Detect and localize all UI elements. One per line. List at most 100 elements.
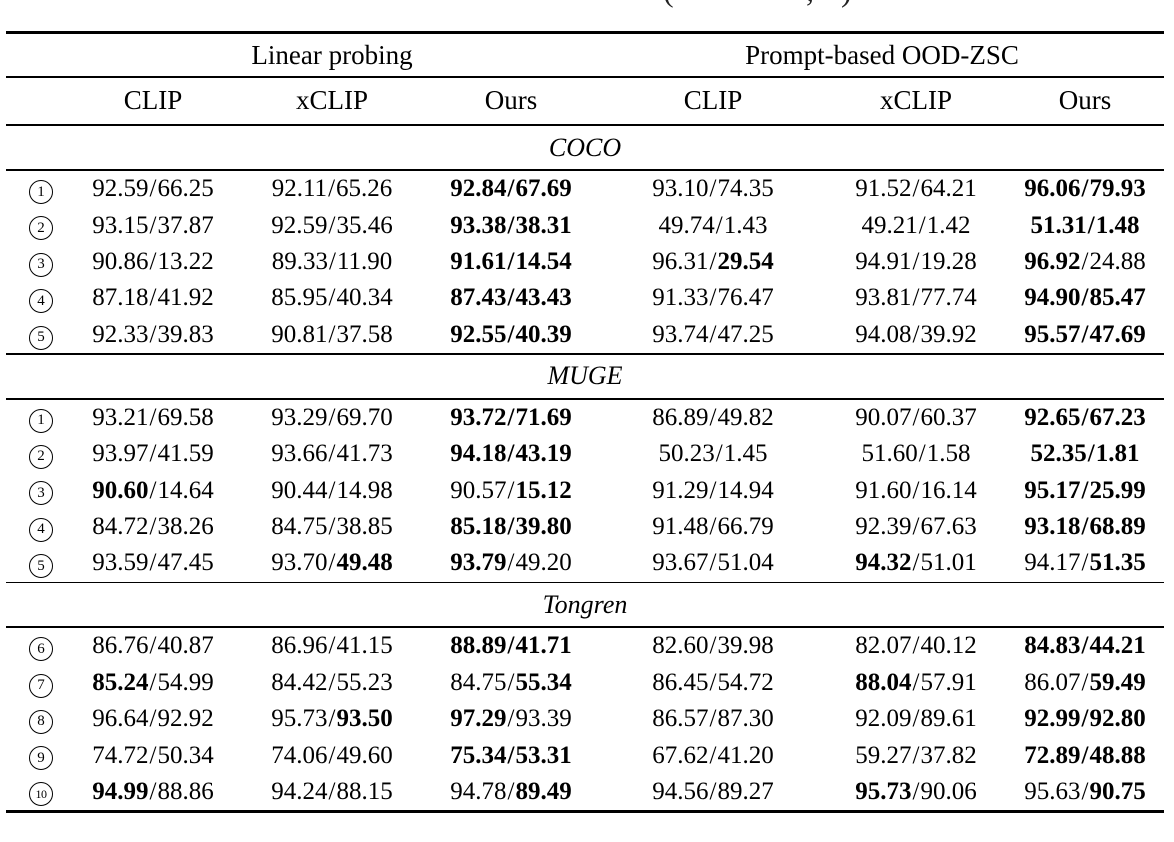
metric-right-value: 92.92 <box>157 705 214 733</box>
metric-left-value: 89.33 <box>271 248 328 276</box>
metric-separator: / <box>912 284 920 312</box>
metric-right-value: 39.98 <box>717 632 774 660</box>
row-number-badge: 5 <box>29 325 53 350</box>
metric-separator: / <box>328 777 336 805</box>
metric-cell: 51.60/1.58 <box>826 440 1006 468</box>
metric-cell: 92.65/67.23 <box>1006 404 1164 432</box>
metric-cell: 92.59/35.46 <box>242 212 422 240</box>
metric-left-value: 92.59 <box>92 175 149 203</box>
metric-cell: 94.99/88.86 <box>64 778 242 806</box>
metric-separator: / <box>328 211 336 239</box>
metric-separator: / <box>1087 211 1095 239</box>
metric-left-value: 95.73 <box>855 777 912 805</box>
metric-right-value: 41.71 <box>515 632 572 660</box>
metric-left-value: 95.63 <box>1024 777 1081 805</box>
metric-separator: / <box>149 777 157 805</box>
metric-left-value: 92.84 <box>450 175 507 203</box>
horizontal-rule <box>6 31 1164 34</box>
metric-separator: / <box>149 284 157 312</box>
metric-separator: / <box>507 440 515 468</box>
metric-separator: / <box>328 549 336 577</box>
metric-separator: / <box>912 320 920 348</box>
metric-left-value: 95.73 <box>271 705 328 733</box>
metric-right-value: 89.49 <box>515 777 572 805</box>
metric-right-value: 13.22 <box>157 248 214 276</box>
metric-left-value: 82.60 <box>652 632 709 660</box>
metric-left-value: 91.29 <box>652 476 709 504</box>
column-header: Ours <box>1058 85 1112 116</box>
metric-left-value: 51.31 <box>1030 211 1087 239</box>
table-row: 6 86.76/40.87 86.96/41.15 88.89/41.71 82.60/… <box>6 628 1164 664</box>
metric-separator: / <box>709 248 717 276</box>
metric-left-value: 93.79 <box>450 549 507 577</box>
metric-left-value: 51.60 <box>861 440 918 468</box>
metric-right-value: 47.69 <box>1089 320 1146 348</box>
metric-cell: 91.48/66.79 <box>600 513 826 541</box>
metric-cell: 93.18/68.89 <box>1006 513 1164 541</box>
metric-cell: 93.21/69.58 <box>64 404 242 432</box>
metric-cell: 93.67/51.04 <box>600 549 826 577</box>
metric-cell: 94.17/51.35 <box>1006 549 1164 577</box>
metric-left-value: 86.07 <box>1024 668 1081 696</box>
metric-right-value: 43.43 <box>515 284 572 312</box>
metric-cell: 96.92/24.88 <box>1006 248 1164 276</box>
metric-left-value: 92.59 <box>271 211 328 239</box>
metric-right-value: 39.92 <box>920 320 977 348</box>
metric-separator: / <box>507 248 515 276</box>
metric-cell: 90.44/14.98 <box>242 477 422 505</box>
metric-separator: / <box>328 741 336 769</box>
metric-left-value: 93.66 <box>271 440 328 468</box>
table-row: 1 93.21/69.58 93.29/69.70 93.72/71.69 86.89/… <box>6 400 1164 436</box>
metric-right-value: 51.01 <box>920 549 977 577</box>
metric-separator: / <box>149 668 157 696</box>
metric-cell: 93.79/49.20 <box>422 549 600 577</box>
metric-right-value: 64.21 <box>920 175 977 203</box>
metric-cell: 82.60/39.98 <box>600 632 826 660</box>
metric-cell: 94.32/51.01 <box>826 549 1006 577</box>
metric-right-value: 39.80 <box>515 513 572 540</box>
section-title-row: COCO <box>6 126 1164 169</box>
row-number-badge: 6 <box>29 637 53 662</box>
horizontal-rule <box>6 123 1164 127</box>
metric-left-value: 94.91 <box>855 248 912 276</box>
metric-right-value: 48.88 <box>1089 741 1146 769</box>
row-number-badge: 8 <box>29 709 53 734</box>
metric-right-value: 90.06 <box>920 777 977 805</box>
metric-cell: 86.07/59.49 <box>1006 669 1164 697</box>
horizontal-rule <box>6 353 1164 355</box>
metric-right-value: 90.75 <box>1089 777 1146 805</box>
metric-cell: 96.06/79.93 <box>1006 175 1164 203</box>
metric-separator: / <box>149 403 157 431</box>
metric-cell: 92.99/92.80 <box>1006 705 1164 733</box>
metric-left-value: 92.39 <box>855 513 912 540</box>
metric-right-value: 16.14 <box>920 476 977 504</box>
metric-cell: 86.45/54.72 <box>600 669 826 697</box>
metric-left-value: 96.31 <box>652 248 709 276</box>
metric-left-value: 91.60 <box>855 476 912 504</box>
metric-cell: 49.21/1.42 <box>826 212 1006 240</box>
table-row: 3 90.60/14.64 90.44/14.98 90.57/15.12 91.29/… <box>6 472 1164 508</box>
table-row: 2 93.97/41.59 93.66/41.73 94.18/43.19 50.23/… <box>6 436 1164 472</box>
metric-right-value: 41.92 <box>157 284 214 312</box>
row-number-badge: 4 <box>29 289 53 314</box>
metric-left-value: 95.57 <box>1024 320 1081 348</box>
row-number-badge: 1 <box>29 408 53 433</box>
metric-left-value: 93.10 <box>652 175 709 203</box>
section-title: COCO <box>548 132 622 162</box>
metric-separator: / <box>709 175 717 203</box>
metric-right-value: 41.20 <box>717 741 774 769</box>
horizontal-rule <box>6 76 1164 78</box>
metric-cell: 67.62/41.20 <box>600 742 826 770</box>
row-number-cell: 3 <box>6 476 64 506</box>
metric-cell: 93.66/41.73 <box>242 440 422 468</box>
metric-right-value: 93.39 <box>515 705 572 733</box>
row-number-cell: 1 <box>6 175 64 205</box>
row-number-cell: 4 <box>6 284 64 314</box>
metric-right-value: 74.35 <box>717 175 774 203</box>
caption-fragment-char: ) <box>841 0 852 6</box>
row-number-badge: 2 <box>29 216 53 241</box>
horizontal-rule <box>6 626 1164 629</box>
metric-separator: / <box>507 741 515 769</box>
metric-left-value: 91.33 <box>652 284 709 312</box>
row-number-cell: 2 <box>6 439 64 469</box>
